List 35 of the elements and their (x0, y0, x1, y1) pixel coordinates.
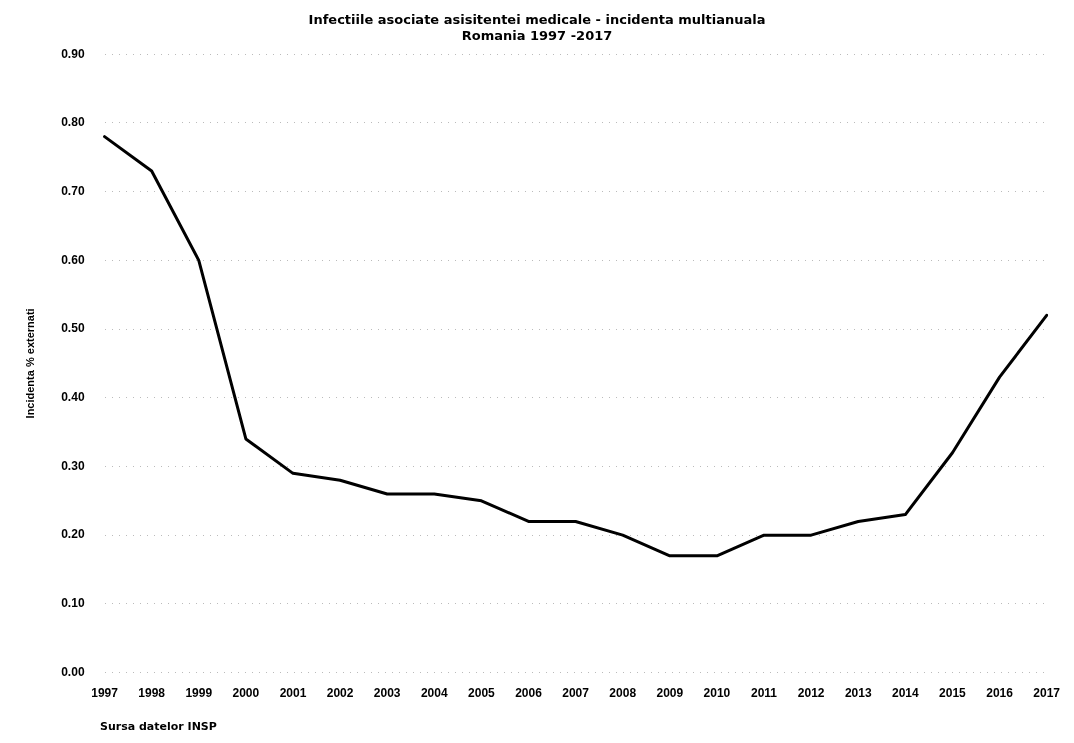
x-tick-label: 2004 (420, 686, 448, 701)
x-tick-label: 2017 (1033, 686, 1061, 701)
x-tick-label: 2009 (656, 686, 684, 701)
x-tick-label: 2006 (515, 686, 543, 701)
text: Sursa datelor INSP (100, 720, 217, 733)
x-tick-label: 2016 (986, 686, 1014, 701)
y-tick-label: 0.20 (61, 527, 85, 542)
y-tick-label: 0.90 (61, 46, 85, 61)
y-tick-label: 0.10 (61, 596, 85, 611)
y-axis-title: Incidenta % externati (23, 308, 36, 419)
x-tick-label: 2015 (939, 686, 967, 701)
x-tick-label: 1999 (185, 686, 213, 701)
x-tick-label: 2008 (609, 686, 637, 701)
text: Infectiile asociate asisitentei medicale - incidenta multianuala (308, 12, 766, 28)
y-tick-label: 0.50 (61, 321, 85, 336)
x-tick-label: 2012 (797, 686, 825, 701)
x-tick-label: 2002 (326, 686, 354, 701)
x-tick-label: 2014 (891, 686, 920, 701)
x-tick-label: 2001 (279, 686, 307, 701)
x-tick-label: 2000 (232, 686, 260, 701)
x-tick-label: 2010 (703, 686, 731, 701)
x-tick-label: 2007 (562, 686, 590, 701)
text: Romania 1997 -2017 (461, 27, 613, 43)
y-tick-label: 0.70 (61, 183, 85, 198)
x-tick-label: 2005 (468, 686, 496, 701)
x-tick-label: 2013 (844, 686, 872, 701)
y-tick-label: 0.00 (61, 664, 85, 679)
y-tick-label: 0.80 (61, 115, 85, 130)
x-tick-label: 2011 (751, 686, 778, 701)
x-tick-label: 1997 (91, 686, 119, 701)
y-tick-label: 0.30 (61, 458, 85, 473)
x-tick-label: 1998 (138, 686, 166, 701)
x-tick-label: 2003 (373, 686, 401, 701)
y-tick-label: 0.60 (61, 252, 85, 267)
y-tick-label: 0.40 (61, 390, 85, 405)
